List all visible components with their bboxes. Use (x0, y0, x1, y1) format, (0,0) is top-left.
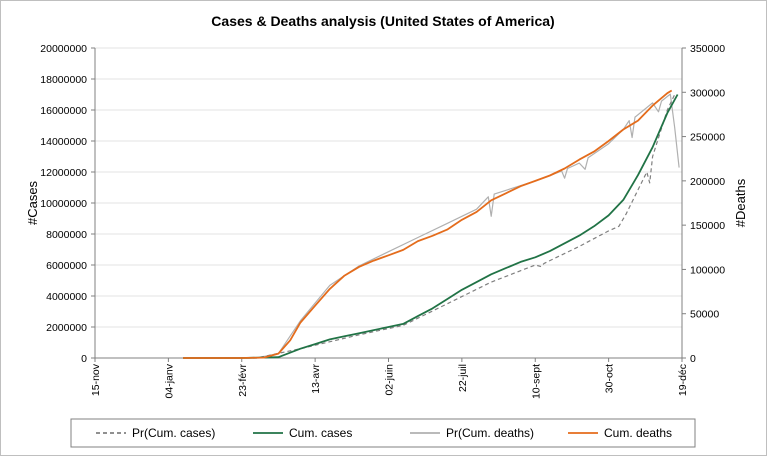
x-tick-label: 15-nov (90, 363, 102, 396)
y-axis-left-label: #Cases (25, 180, 40, 225)
legend-label: Pr(Cum. deaths) (446, 426, 534, 440)
right-tick-label: 150000 (690, 220, 725, 232)
gridlines (95, 47, 682, 328)
x-tick-label: 23-févr (237, 364, 249, 397)
x-tick-labels: 15-nov 04-janv 23-févr 13-avr 02-juin 22-juil… (90, 358, 689, 399)
right-tick-label: 300000 (690, 87, 725, 99)
left-tick-label: 4000000 (46, 291, 87, 303)
legend-label: Cum. deaths (604, 426, 672, 440)
x-tick-label: 04-janv (163, 363, 175, 398)
left-tick-label: 20000000 (40, 43, 87, 55)
left-tick-label: 2000000 (46, 322, 87, 334)
y-axis-right-label: #Deaths (733, 178, 748, 227)
left-tick-label: 10000000 (40, 198, 87, 210)
x-tick-label: 19-déc (677, 364, 689, 396)
right-tick-labels: 0 50000 100000 150000 200000 250000 300000 3500… (682, 43, 725, 365)
series-lines (183, 89, 680, 359)
legend: Pr(Cum. cases) Cum. cases Pr(Cum. deaths) C… (70, 418, 696, 448)
x-tick-label: 13-avr (310, 364, 322, 394)
left-tick-label: 0 (81, 353, 87, 365)
x-tick-label: 10-sept (530, 364, 542, 399)
left-tick-label: 16000000 (40, 105, 87, 117)
series-line-pr-cum-cases- (183, 94, 676, 359)
x-tick-label: 30-oct (604, 364, 616, 393)
right-tick-label: 350000 (690, 43, 725, 55)
legend-label: Pr(Cum. cases) (132, 426, 215, 440)
left-tick-label: 18000000 (40, 74, 87, 86)
series-line-pr-cum-deaths- (183, 93, 680, 359)
series-line-cum-deaths (183, 89, 673, 359)
right-tick-label: 100000 (690, 264, 725, 276)
x-tick-label: 22-juil (457, 364, 469, 392)
left-tick-label: 8000000 (46, 229, 87, 241)
left-tick-label: 12000000 (40, 167, 87, 179)
x-tick-label: 02-juin (384, 364, 396, 396)
chart-title: Cases & Deaths analysis (United States o… (211, 13, 554, 29)
right-tick-label: 250000 (690, 132, 725, 144)
right-tick-label: 0 (690, 353, 696, 365)
right-tick-label: 200000 (690, 176, 725, 188)
left-tick-labels: 0 2000000 4000000 6000000 8000000 10000000 120… (40, 43, 95, 365)
legend-label: Cum. cases (289, 426, 352, 440)
series-line-cum-cases (183, 94, 679, 359)
right-tick-label: 50000 (690, 309, 719, 321)
left-tick-label: 14000000 (40, 136, 87, 148)
left-tick-label: 6000000 (46, 260, 87, 272)
